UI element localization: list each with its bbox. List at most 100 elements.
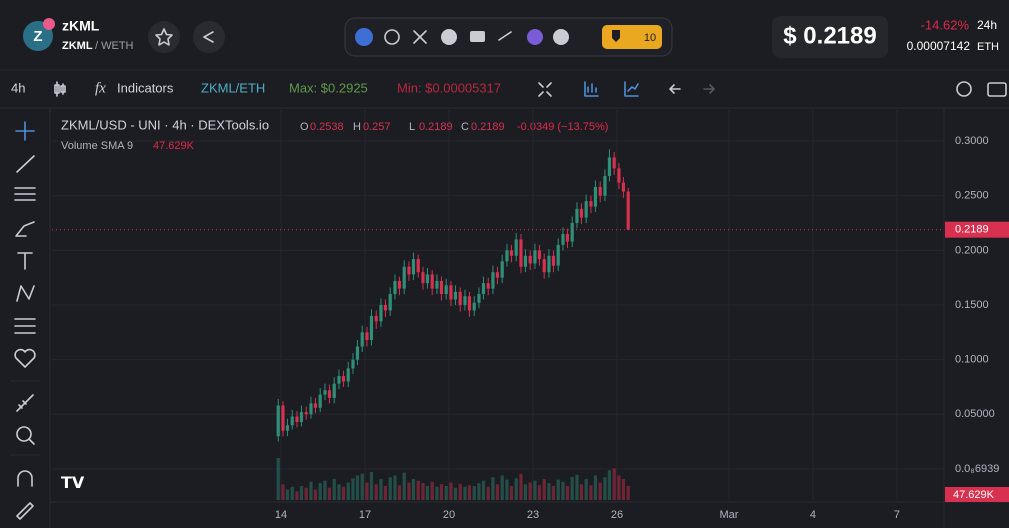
link-dextools[interactable] [355, 28, 373, 46]
ruler-tool[interactable] [16, 394, 34, 412]
candle-body [299, 412, 304, 422]
candle-body [486, 283, 490, 289]
volume-bar [318, 483, 322, 500]
volume-bar [472, 486, 476, 500]
line-tool[interactable] [16, 155, 35, 173]
token-logo-letter: Z [33, 28, 42, 45]
indicator-icon[interactable] [584, 81, 599, 97]
pair-base: ZKML [62, 40, 93, 52]
candle-body [402, 266, 406, 289]
brush-tool[interactable] [15, 221, 35, 237]
volume-bar [393, 475, 397, 500]
candle-body [575, 208, 579, 224]
favorites-tool[interactable] [14, 348, 36, 368]
candle-body [383, 305, 388, 311]
volume-bar [346, 482, 350, 500]
x-tick-label: 14 [275, 509, 287, 521]
candle-body [598, 186, 602, 196]
crosshair-tool[interactable] [15, 121, 35, 141]
candle-body [481, 283, 486, 295]
link-explorer[interactable] [527, 29, 543, 45]
volume-bar [383, 486, 388, 500]
fib-tool[interactable] [14, 187, 36, 201]
candle-body [421, 272, 425, 284]
volume-bar [509, 486, 514, 500]
volume-bar [402, 472, 406, 500]
volume-bar [500, 475, 504, 500]
volume-bar [612, 468, 616, 500]
volume-bar [617, 475, 621, 500]
volume-bar [360, 473, 364, 500]
magnet-tool[interactable] [17, 470, 33, 487]
volume-bar [285, 489, 290, 500]
pattern-tool[interactable] [16, 285, 35, 302]
compare-icon[interactable] [624, 81, 639, 97]
volume-bar [341, 486, 346, 500]
x-tick-label: 26 [611, 509, 623, 521]
eth-price: 0.00007142 [907, 39, 971, 53]
price-box [772, 16, 888, 58]
volume-sma: 47.629K [153, 140, 195, 152]
link-x[interactable] [413, 30, 427, 44]
volume-bar [309, 481, 313, 500]
text-tool[interactable] [17, 252, 33, 270]
candle-body [593, 186, 598, 207]
volume-bar [425, 486, 430, 500]
volume-bar [435, 486, 439, 500]
favorite-button[interactable] [148, 21, 180, 53]
volume-bar [533, 480, 537, 500]
volume-bar [304, 487, 308, 500]
candle-body [453, 291, 458, 300]
volume-bar [542, 479, 546, 500]
interval[interactable]: 4h [11, 80, 25, 95]
volume-bar [365, 482, 369, 500]
x-tick-label: 23 [527, 509, 539, 521]
share-icon [203, 31, 214, 43]
candle-body [584, 201, 588, 218]
volume-bar [607, 470, 612, 500]
volume-bar [323, 480, 327, 500]
chart-type-icon[interactable] [54, 81, 66, 97]
more-links[interactable] [553, 29, 569, 45]
volume-bar [374, 484, 378, 500]
link-chain[interactable] [498, 31, 512, 41]
volume-bar [449, 482, 453, 500]
volume-bar [584, 479, 588, 500]
candle-body [505, 250, 509, 262]
link-website[interactable] [384, 29, 400, 45]
camera-icon[interactable] [987, 82, 1007, 97]
ohlc-value: 0.2538 [310, 121, 344, 133]
price-change: -14.62% [921, 17, 970, 32]
pencil-tool[interactable] [16, 502, 34, 520]
volume-bar [388, 477, 392, 500]
fullscreen-icon[interactable] [538, 82, 552, 97]
candle-body [430, 274, 434, 289]
candle-body [519, 239, 523, 267]
candle-body [351, 359, 355, 369]
redo-icon[interactable] [703, 84, 715, 94]
share-button[interactable] [193, 21, 225, 53]
y-tick-label: 0.0₈6939 [955, 463, 999, 475]
link-telegram[interactable] [441, 29, 457, 45]
x-tick-label: Mar [720, 509, 739, 521]
change-period: 24h [977, 18, 997, 32]
candle-body [332, 383, 336, 398]
candle-body [276, 405, 280, 437]
zoom-tool[interactable] [16, 426, 32, 442]
indicators-button[interactable]: Indicators [117, 80, 174, 95]
pair-link[interactable]: ZKML/ETH [201, 80, 265, 95]
forecast-tool[interactable] [14, 318, 36, 334]
volume-bar [603, 477, 607, 500]
volume-bar [453, 487, 458, 500]
link-mail[interactable] [470, 31, 485, 42]
candle-body [309, 403, 313, 415]
volume-bar [379, 479, 383, 500]
volume-bar [299, 486, 304, 500]
ohlc-letter: O [300, 121, 309, 133]
settings-icon[interactable] [956, 81, 972, 97]
candle-body [570, 223, 574, 242]
chain-badge [43, 18, 55, 30]
undo-icon[interactable] [669, 84, 681, 94]
volume-bar [621, 479, 626, 500]
